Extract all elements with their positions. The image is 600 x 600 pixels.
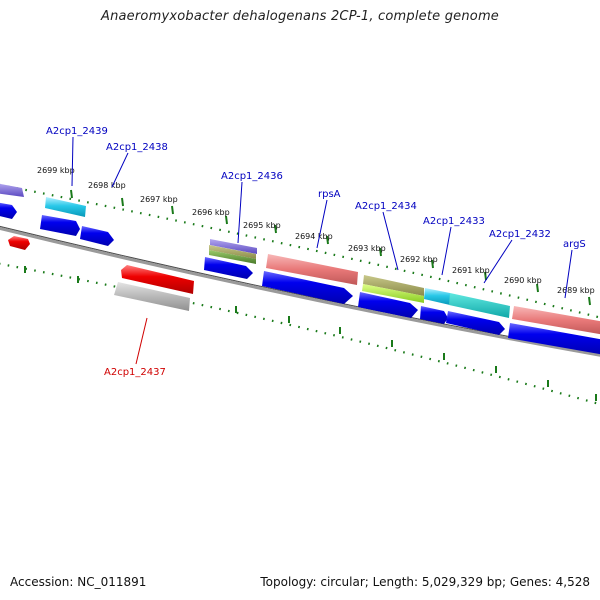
gene-label[interactable]: A2cp1_2432	[489, 229, 551, 240]
gene-feature[interactable]	[446, 311, 505, 335]
scale-label: 2694 kbp	[295, 232, 333, 241]
gene-feature[interactable]	[508, 323, 600, 355]
gene-feature[interactable]	[40, 215, 80, 236]
scale-label: 2695 kbp	[243, 221, 281, 230]
gene-feature[interactable]	[363, 275, 424, 296]
accession-text: Accession: NC_011891	[10, 575, 147, 589]
gene-label[interactable]: A2cp1_2437	[104, 367, 166, 378]
scale-label: 2691 kbp	[452, 266, 490, 275]
gene-feature[interactable]	[80, 226, 114, 246]
outer-major-ticks	[70, 189, 591, 306]
gene-feature[interactable]	[420, 306, 448, 324]
scale-label: 2690 kbp	[504, 276, 542, 285]
leader-lines	[71, 136, 573, 365]
scale-label: 2699 kbp	[37, 166, 75, 175]
gene-feature[interactable]	[449, 293, 510, 318]
gene-feature[interactable]	[210, 239, 257, 254]
gene-label[interactable]: A2cp1_2438	[106, 142, 168, 153]
gene-feature[interactable]	[262, 271, 353, 304]
gene-label[interactable]: A2cp1_2436	[221, 171, 283, 182]
scale-label: 2689 kbp	[557, 286, 595, 295]
gene-label[interactable]: rpsA	[318, 189, 341, 200]
gene-feature[interactable]	[424, 288, 450, 305]
gene-feature[interactable]	[512, 306, 600, 335]
gene-label[interactable]: A2cp1_2439	[46, 126, 108, 137]
map-title: Anaeromyxobacter dehalogenans 2CP-1, com…	[100, 9, 500, 24]
scale-label: 2696 kbp	[192, 208, 230, 217]
scale-label: 2697 kbp	[140, 195, 178, 204]
gene-feature[interactable]	[266, 254, 358, 285]
gene-feature[interactable]	[0, 183, 24, 197]
gene-feature[interactable]	[121, 265, 194, 294]
scale-label: 2698 kbp	[88, 181, 126, 190]
gene-label[interactable]: A2cp1_2434	[355, 201, 417, 212]
scale-label: 2693 kbp	[348, 244, 386, 253]
gene-feature[interactable]	[114, 282, 190, 311]
scale-track-outer	[0, 183, 600, 319]
gene-feature[interactable]	[209, 250, 256, 264]
gene-feature[interactable]	[358, 292, 418, 318]
genome-summary-text: Topology: circular; Length: 5,029,329 bp…	[260, 575, 590, 589]
gene-label[interactable]: A2cp1_2433	[423, 216, 485, 227]
gene-feature[interactable]	[362, 284, 424, 303]
scale-label: 2692 kbp	[400, 255, 438, 264]
gene-feature[interactable]	[204, 257, 253, 279]
gene-feature[interactable]	[209, 245, 256, 259]
gene-feature[interactable]	[45, 197, 86, 217]
gene-label[interactable]: argS	[563, 239, 586, 250]
gene-feature[interactable]	[0, 202, 17, 219]
gene-feature[interactable]	[8, 236, 30, 250]
